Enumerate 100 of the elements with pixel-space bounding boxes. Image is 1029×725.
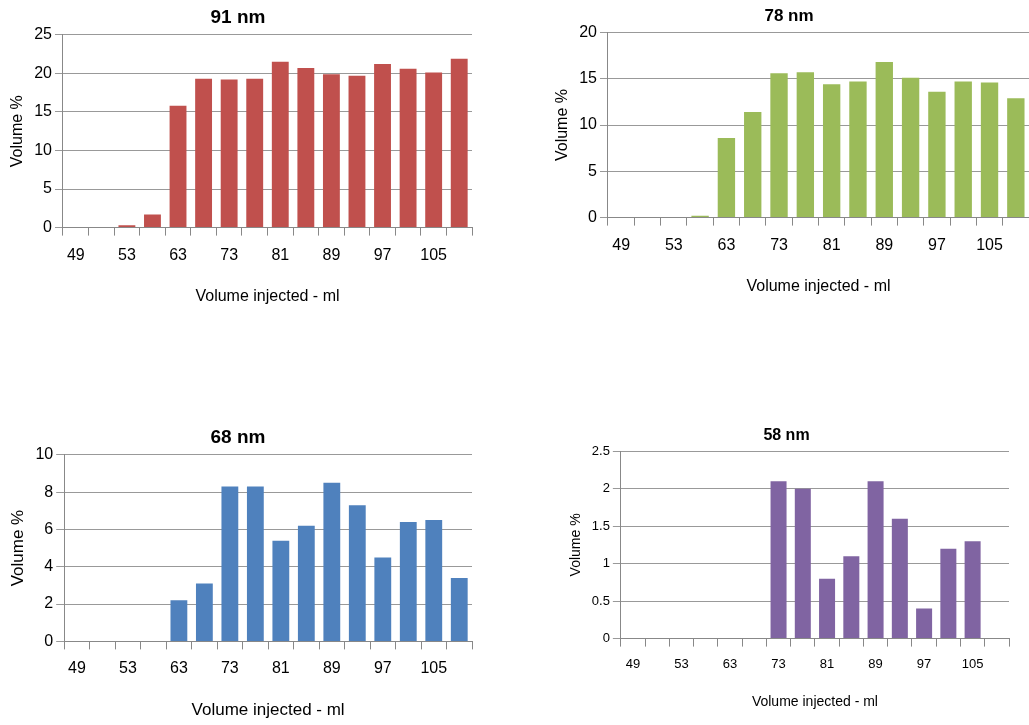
y-tick-label: 0 bbox=[588, 208, 598, 226]
x-tick-label: 53 bbox=[664, 235, 683, 253]
chart-title: 78 nm bbox=[764, 5, 814, 25]
y-axis-title: Volume % bbox=[567, 513, 584, 577]
x-tick-label: 53 bbox=[118, 245, 136, 263]
bar bbox=[916, 608, 933, 639]
x-tick-label: 105 bbox=[420, 659, 448, 677]
bar bbox=[425, 520, 443, 641]
y-tick-label: 0.5 bbox=[591, 592, 610, 608]
y-tick-label: 5 bbox=[588, 161, 598, 179]
bar bbox=[450, 58, 468, 228]
x-tick-label: 105 bbox=[961, 655, 984, 671]
bar bbox=[1007, 98, 1025, 218]
bar bbox=[980, 82, 999, 218]
y-axis-title: Volume % bbox=[7, 509, 27, 587]
y-tick-label: 6 bbox=[44, 519, 54, 537]
x-tick-label: 81 bbox=[819, 655, 835, 671]
bar bbox=[849, 81, 867, 218]
bar bbox=[144, 214, 161, 228]
bar bbox=[744, 112, 762, 218]
chart-title: 91 nm bbox=[210, 5, 266, 27]
x-tick-label: 49 bbox=[612, 235, 631, 253]
x-tick-label: 73 bbox=[220, 245, 239, 263]
bar bbox=[246, 78, 264, 228]
bar bbox=[928, 91, 946, 218]
x-tick-label: 89 bbox=[875, 235, 894, 253]
x-axis-title: Volume injected - ml bbox=[751, 693, 878, 710]
x-tick-label: 81 bbox=[271, 659, 290, 677]
bar bbox=[717, 137, 736, 218]
bar bbox=[794, 488, 811, 639]
x-tick-label: 81 bbox=[271, 245, 290, 263]
x-tick-label: 97 bbox=[373, 245, 392, 263]
y-tick-label: 0 bbox=[602, 630, 610, 646]
y-tick-label: 15 bbox=[34, 102, 53, 120]
chart-title: 68 nm bbox=[210, 425, 266, 447]
bar bbox=[891, 518, 908, 639]
y-axis-title: Volume % bbox=[8, 95, 26, 168]
bar bbox=[271, 61, 289, 228]
x-tick-label: 73 bbox=[220, 659, 239, 677]
y-tick-label: 8 bbox=[44, 482, 54, 500]
y-tick-label: 0 bbox=[43, 218, 53, 236]
bar bbox=[954, 81, 972, 218]
bar bbox=[169, 105, 187, 228]
chart-title: 58 nm bbox=[763, 426, 810, 444]
bar bbox=[822, 84, 841, 218]
y-tick-label: 2 bbox=[602, 480, 610, 496]
x-tick-label: 73 bbox=[771, 655, 786, 671]
x-tick-label: 53 bbox=[119, 659, 137, 677]
bar bbox=[843, 556, 860, 639]
bar bbox=[875, 62, 893, 218]
bar bbox=[348, 75, 366, 228]
y-tick-label: 10 bbox=[35, 445, 54, 463]
bar bbox=[901, 77, 920, 218]
bar bbox=[940, 548, 957, 639]
y-tick-label: 5 bbox=[43, 179, 53, 197]
bar bbox=[450, 577, 468, 641]
x-tick-label: 49 bbox=[625, 655, 641, 671]
bar bbox=[964, 541, 981, 639]
bar bbox=[399, 68, 417, 228]
bar bbox=[819, 578, 836, 639]
bar bbox=[867, 481, 884, 639]
x-tick-label: 89 bbox=[322, 245, 341, 263]
y-tick-label: 15 bbox=[579, 69, 598, 87]
y-tick-label: 2 bbox=[44, 594, 54, 612]
bar bbox=[272, 540, 290, 641]
bar bbox=[220, 79, 238, 228]
bar bbox=[297, 525, 315, 641]
x-tick-label: 81 bbox=[822, 235, 841, 253]
x-tick-label: 89 bbox=[868, 655, 883, 671]
x-tick-label: 49 bbox=[68, 659, 86, 677]
x-axis-title: Volume injected - ml bbox=[191, 700, 345, 720]
bar bbox=[770, 481, 787, 639]
bar bbox=[246, 486, 264, 641]
y-axis-title: Volume % bbox=[553, 88, 571, 162]
x-tick-label: 49 bbox=[66, 245, 85, 263]
bar bbox=[425, 72, 443, 228]
bar bbox=[322, 74, 340, 228]
y-tick-label: 25 bbox=[34, 25, 53, 43]
x-tick-label: 73 bbox=[770, 235, 789, 253]
bar bbox=[195, 78, 213, 228]
x-tick-label: 97 bbox=[373, 659, 392, 677]
x-axis-title: Volume injected - ml bbox=[195, 286, 340, 304]
x-tick-label: 97 bbox=[916, 655, 932, 671]
y-tick-label: 20 bbox=[34, 63, 53, 81]
x-tick-label: 63 bbox=[722, 655, 738, 671]
y-tick-label: 20 bbox=[579, 22, 598, 40]
y-tick-label: 1 bbox=[602, 555, 610, 571]
y-tick-label: 0 bbox=[44, 631, 54, 649]
x-tick-label: 105 bbox=[976, 235, 1003, 253]
bar bbox=[374, 557, 392, 641]
y-tick-label: 1.5 bbox=[591, 517, 610, 533]
bar bbox=[770, 73, 788, 218]
y-tick-label: 10 bbox=[34, 140, 53, 158]
x-axis-title: Volume injected - ml bbox=[746, 276, 891, 294]
bar bbox=[297, 67, 315, 228]
x-tick-label: 97 bbox=[928, 235, 946, 253]
x-tick-label: 89 bbox=[322, 659, 341, 677]
bar bbox=[374, 64, 391, 228]
x-tick-label: 105 bbox=[420, 245, 448, 263]
bar bbox=[323, 482, 341, 641]
